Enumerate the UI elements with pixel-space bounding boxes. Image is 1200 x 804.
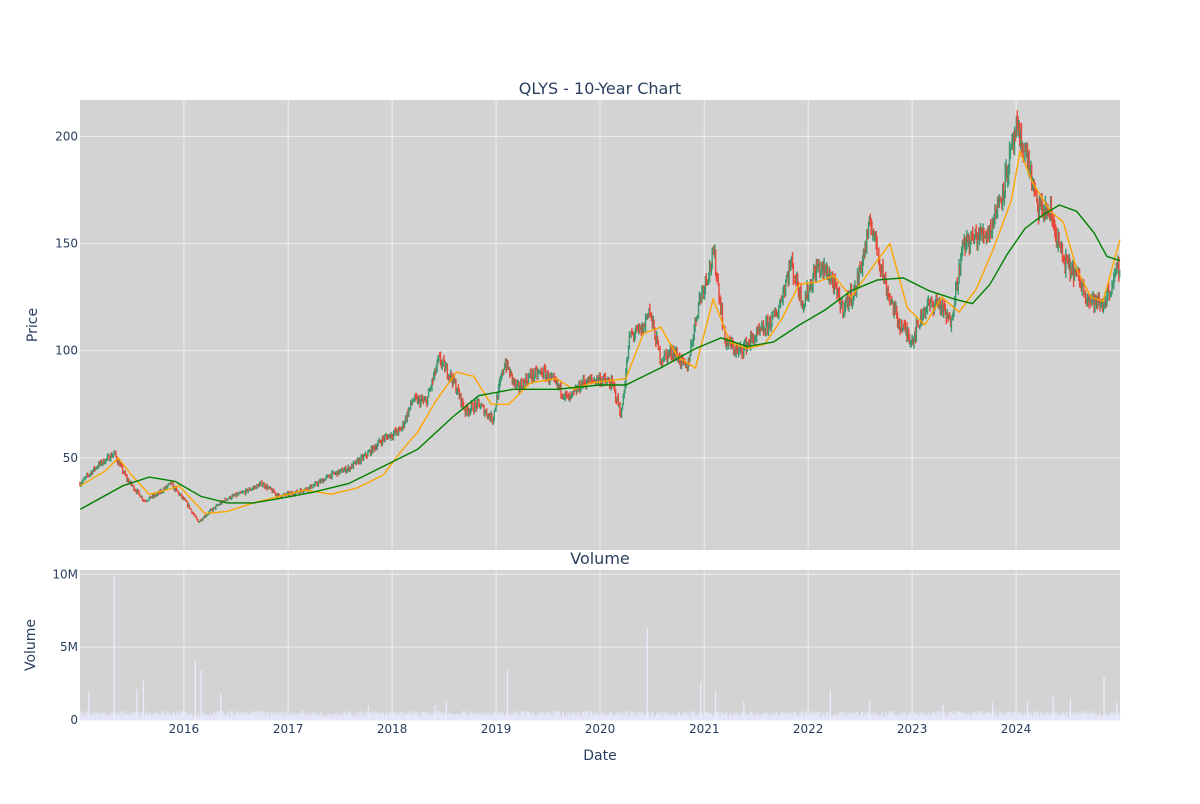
price-panel: 50 100 150 200 QLYS - 10-Year Chart Price [25, 79, 1121, 550]
x-tick-label: 2016 [169, 722, 200, 736]
x-tick-label: 2020 [585, 722, 616, 736]
price-y-tick-label: 100 [55, 344, 78, 358]
volume-title: Volume [570, 549, 630, 568]
chart-title: QLYS - 10-Year Chart [519, 79, 681, 98]
price-y-tick-label: 50 [63, 451, 78, 465]
price-y-axis-label: Price [25, 308, 41, 342]
x-tick-label: 2022 [793, 722, 824, 736]
x-tick-label: 2021 [689, 722, 720, 736]
volume-bars [79, 575, 1121, 720]
x-tick-label: 2017 [273, 722, 304, 736]
x-tick-label: 2024 [1001, 722, 1032, 736]
short-moving-average-line [79, 148, 1121, 515]
volume-y-tick-label: 5M [60, 640, 78, 654]
price-y-ticks: 50 100 150 200 [55, 129, 78, 464]
price-moving-averages [79, 148, 1121, 515]
x-tick-label: 2023 [897, 722, 928, 736]
x-tick-label: 2019 [481, 722, 512, 736]
x-axis-ticks: 2016 2017 2018 2019 2020 2021 2022 2023 2024 [169, 722, 1032, 736]
price-y-tick-label: 150 [55, 237, 78, 251]
volume-y-axis-label: Volume [23, 619, 39, 671]
volume-y-tick-label: 10M [52, 567, 78, 581]
volume-y-tick-label: 0 [70, 713, 78, 727]
price-y-tick-label: 200 [55, 129, 78, 143]
volume-y-ticks: 0 5M 10M [52, 567, 78, 727]
x-axis-label: Date [583, 748, 616, 764]
x-tick-label: 2018 [377, 722, 408, 736]
long-moving-average-line [79, 204, 1121, 510]
